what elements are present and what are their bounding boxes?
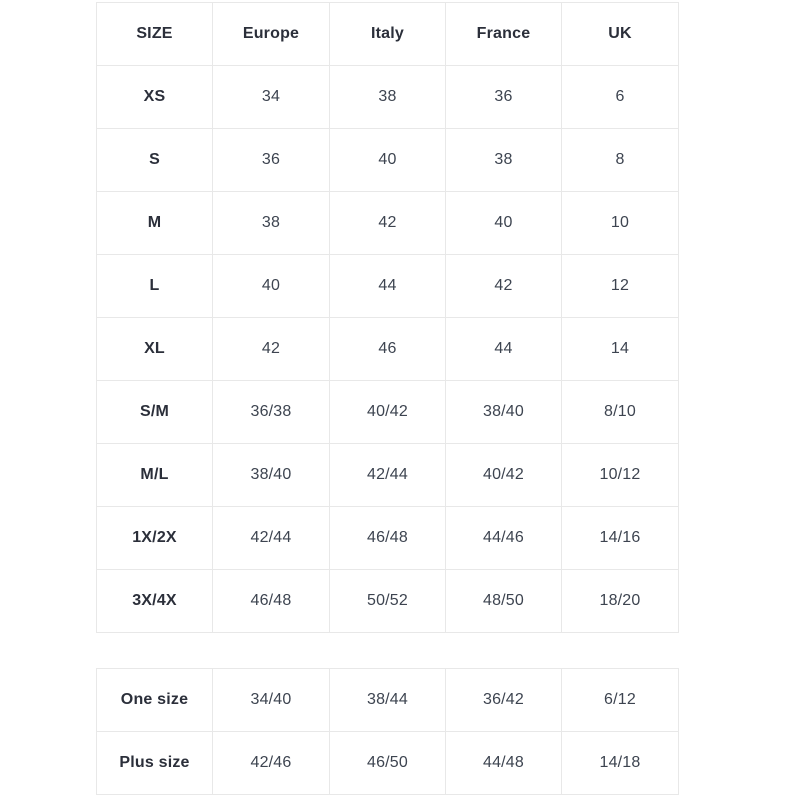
table-row: S 36 40 38 8 [96, 128, 679, 192]
cell-uk: 14/16 [561, 506, 679, 570]
cell-france: 40/42 [445, 443, 562, 507]
cell-uk: 8 [561, 128, 679, 192]
table-row: One size 34/40 38/44 36/42 6/12 [96, 668, 679, 732]
cell-europe: 42 [212, 317, 330, 381]
row-label: XL [96, 317, 213, 381]
cell-italy: 38 [329, 65, 446, 129]
table-row: L 40 44 42 12 [96, 254, 679, 318]
row-label: M [96, 191, 213, 255]
table-row: XS 34 38 36 6 [96, 65, 679, 129]
table-row: S/M 36/38 40/42 38/40 8/10 [96, 380, 679, 444]
cell-europe: 42/44 [212, 506, 330, 570]
row-label: S/M [96, 380, 213, 444]
column-header-size: SIZE [96, 2, 213, 66]
cell-uk: 14 [561, 317, 679, 381]
cell-italy: 46 [329, 317, 446, 381]
cell-italy: 44 [329, 254, 446, 318]
cell-france: 42 [445, 254, 562, 318]
row-label: XS [96, 65, 213, 129]
cell-europe: 38/40 [212, 443, 330, 507]
cell-france: 36/42 [445, 668, 562, 732]
cell-france: 40 [445, 191, 562, 255]
cell-italy: 40 [329, 128, 446, 192]
cell-italy: 46/50 [329, 731, 446, 795]
table-row: 3X/4X 46/48 50/52 48/50 18/20 [96, 569, 679, 633]
cell-europe: 36 [212, 128, 330, 192]
cell-france: 44/46 [445, 506, 562, 570]
cell-europe: 36/38 [212, 380, 330, 444]
cell-europe: 40 [212, 254, 330, 318]
row-label: 3X/4X [96, 569, 213, 633]
cell-italy: 40/42 [329, 380, 446, 444]
row-label: S [96, 128, 213, 192]
cell-italy: 42/44 [329, 443, 446, 507]
column-header-italy: Italy [329, 2, 446, 66]
cell-uk: 18/20 [561, 569, 679, 633]
cell-europe: 38 [212, 191, 330, 255]
cell-europe: 34 [212, 65, 330, 129]
cell-france: 48/50 [445, 569, 562, 633]
cell-uk: 8/10 [561, 380, 679, 444]
table-row: Plus size 42/46 46/50 44/48 14/18 [96, 731, 679, 795]
cell-europe: 42/46 [212, 731, 330, 795]
table-row: M 38 42 40 10 [96, 191, 679, 255]
cell-europe: 34/40 [212, 668, 330, 732]
cell-uk: 6 [561, 65, 679, 129]
table-row: XL 42 46 44 14 [96, 317, 679, 381]
table-row: M/L 38/40 42/44 40/42 10/12 [96, 443, 679, 507]
column-header-france: France [445, 2, 562, 66]
cell-italy: 38/44 [329, 668, 446, 732]
cell-uk: 12 [561, 254, 679, 318]
cell-france: 44/48 [445, 731, 562, 795]
column-header-europe: Europe [212, 2, 330, 66]
cell-uk: 14/18 [561, 731, 679, 795]
cell-france: 38 [445, 128, 562, 192]
row-label: 1X/2X [96, 506, 213, 570]
row-label: L [96, 254, 213, 318]
cell-uk: 6/12 [561, 668, 679, 732]
row-label: One size [96, 668, 213, 732]
cell-italy: 50/52 [329, 569, 446, 633]
table-header-row: SIZE Europe Italy France UK [96, 2, 679, 66]
cell-italy: 46/48 [329, 506, 446, 570]
table-row: 1X/2X 42/44 46/48 44/46 14/16 [96, 506, 679, 570]
row-label: M/L [96, 443, 213, 507]
cell-france: 36 [445, 65, 562, 129]
cell-france: 38/40 [445, 380, 562, 444]
one-size-plus-size-table: One size 34/40 38/44 36/42 6/12 Plus siz… [96, 668, 679, 795]
row-label: Plus size [96, 731, 213, 795]
cell-italy: 42 [329, 191, 446, 255]
cell-europe: 46/48 [212, 569, 330, 633]
cell-uk: 10 [561, 191, 679, 255]
column-header-uk: UK [561, 2, 679, 66]
cell-uk: 10/12 [561, 443, 679, 507]
cell-france: 44 [445, 317, 562, 381]
size-conversion-table: SIZE Europe Italy France UK XS 34 38 36 … [96, 2, 679, 633]
